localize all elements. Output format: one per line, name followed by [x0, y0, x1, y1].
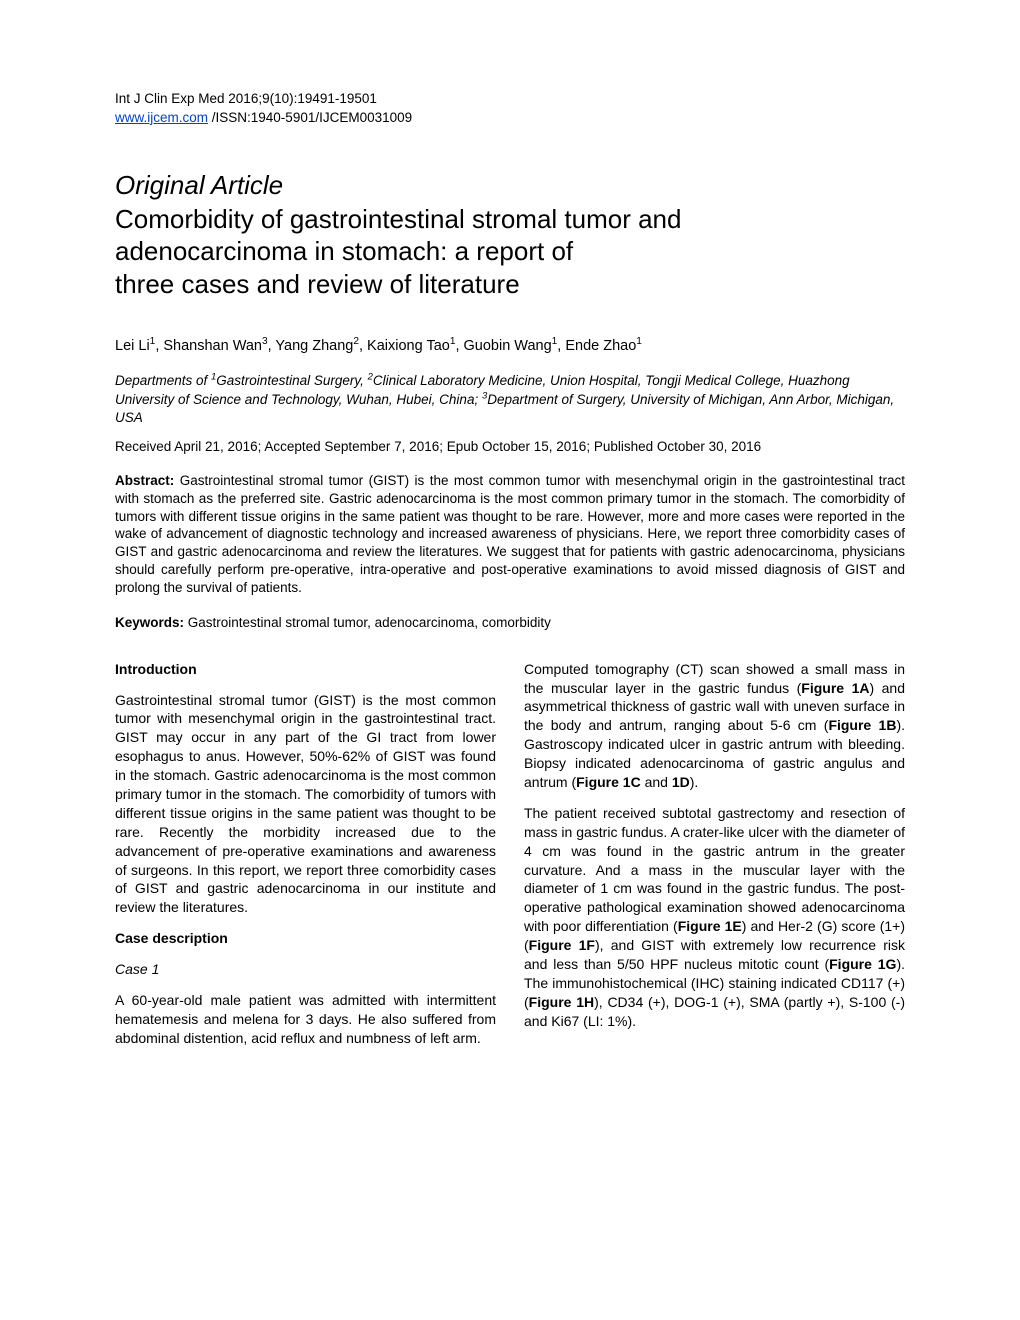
article-title: Comorbidity of gastrointestinal stromal … — [115, 203, 905, 301]
case-1-label: Case 1 — [115, 960, 496, 979]
case-1-paragraph-1: A 60-year-old male patient was admitted … — [115, 991, 496, 1048]
title-line-2: adenocarcinoma in stomach: a report of — [115, 236, 573, 266]
introduction-paragraph: Gastrointestinal stromal tumor (GIST) is… — [115, 691, 496, 918]
case-1-paragraph-3: The patient received subtotal gastrectom… — [524, 804, 905, 1031]
abstract-text: Gastrointestinal stromal tumor (GIST) is… — [115, 473, 905, 595]
keywords-text: Gastrointestinal stromal tumor, adenocar… — [184, 615, 551, 630]
introduction-heading: Introduction — [115, 660, 496, 679]
publication-dates: Received April 21, 2016; Accepted Septem… — [115, 439, 905, 454]
keywords-block: Keywords: Gastrointestinal stromal tumor… — [115, 615, 905, 630]
journal-link[interactable]: www.ijcem.com — [115, 110, 208, 125]
article-type: Original Article — [115, 170, 905, 201]
citation-pages: :19491-19501 — [294, 91, 377, 106]
issn-suffix: /ISSN:1940-5901/IJCEM0031009 — [208, 110, 412, 125]
affiliations: Departments of 1Gastrointestinal Surgery… — [115, 372, 905, 427]
abstract-block: Abstract: Gastrointestinal stromal tumor… — [115, 472, 905, 597]
title-line-3: three cases and review of literature — [115, 269, 520, 299]
journal-header: Int J Clin Exp Med 2016;9(10):19491-1950… — [115, 90, 905, 128]
abstract-label: Abstract: — [115, 473, 174, 488]
authors-list: Lei Li1, Shanshan Wan3, Yang Zhang2, Kai… — [115, 338, 905, 354]
case-description-heading: Case description — [115, 929, 496, 948]
keywords-label: Keywords: — [115, 615, 184, 630]
body-columns: Introduction Gastrointestinal stromal tu… — [115, 660, 905, 1048]
title-line-1: Comorbidity of gastrointestinal stromal … — [115, 204, 681, 234]
citation-prefix: Int J Clin Exp Med 2016;9(10) — [115, 91, 294, 106]
case-1-paragraph-2: Computed tomography (CT) scan showed a s… — [524, 660, 905, 792]
